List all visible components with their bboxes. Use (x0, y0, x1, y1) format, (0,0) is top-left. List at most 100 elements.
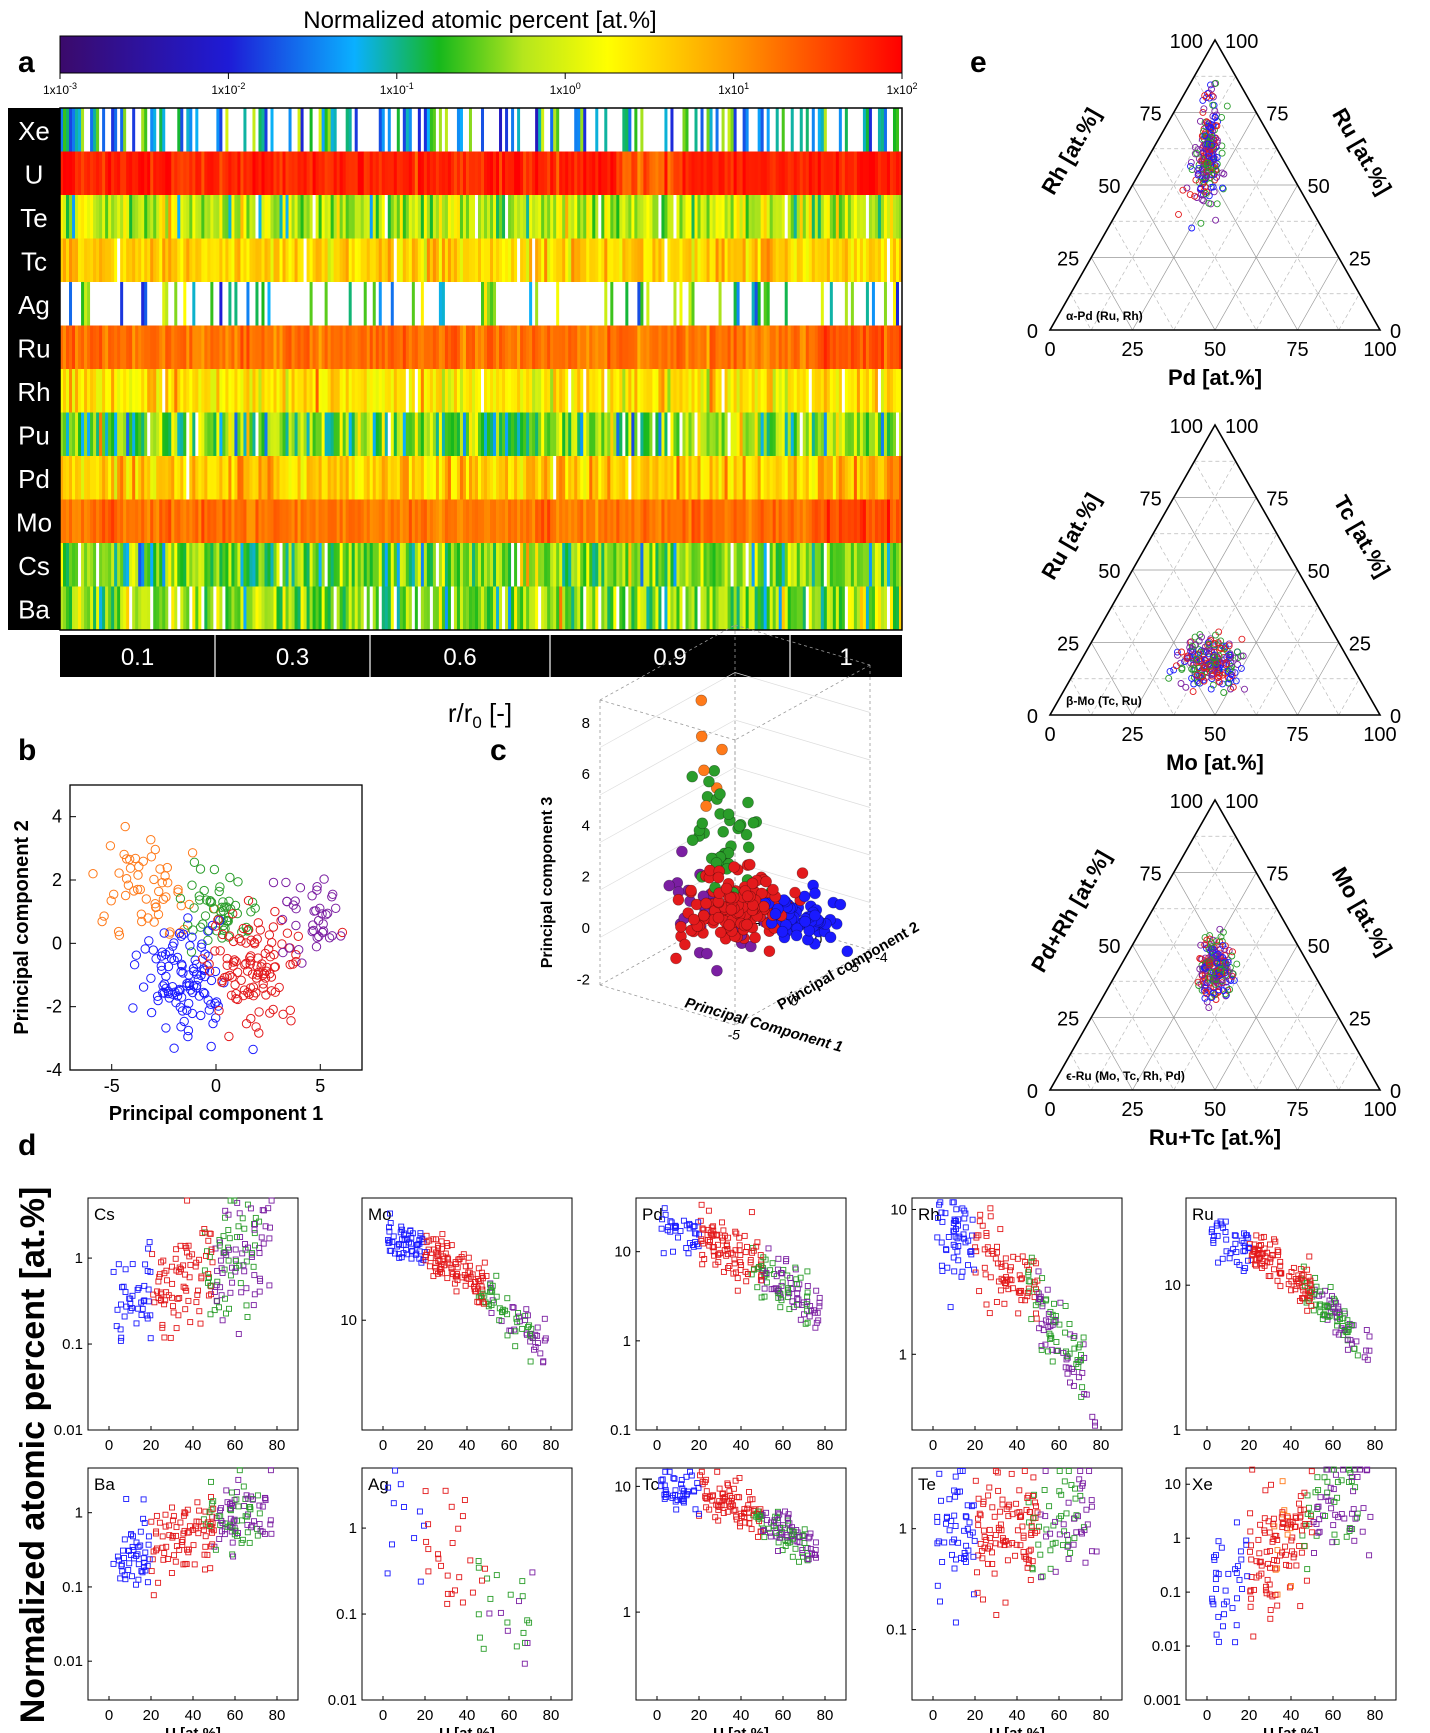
heatmap-cell (511, 151, 515, 195)
heatmap-cell (156, 108, 160, 152)
heatmap-cell (778, 195, 783, 239)
heatmap-cell (360, 412, 365, 456)
heatmap-cell (610, 586, 614, 630)
heatmap-cell (252, 456, 256, 500)
heatmap-cell (243, 412, 247, 456)
ternary-point (1216, 925, 1224, 933)
heatmap-cell (490, 108, 494, 152)
heatmap-cell (321, 456, 326, 500)
heatmap-cell (790, 586, 795, 630)
heatmap-cell (559, 325, 563, 369)
heatmap-cell (769, 325, 774, 369)
heatmap-cell (613, 369, 617, 413)
heatmap-cell (384, 195, 389, 239)
heatmap-cell (306, 412, 310, 456)
heatmap-cell (174, 151, 178, 195)
pca2d-point (149, 874, 159, 885)
heatmap-cell (721, 456, 725, 500)
ternary-point (1188, 674, 1196, 682)
heatmap-cell (363, 151, 368, 195)
heatmap-cell (838, 456, 843, 500)
radial-section-label: 0.6 (443, 644, 476, 671)
heatmap-cell (153, 151, 157, 195)
heatmap-cell (511, 108, 515, 152)
heatmap-cell (574, 369, 578, 413)
pca3d-point (790, 929, 803, 942)
heatmap-cell (481, 151, 485, 195)
heatmap-cell (369, 238, 374, 282)
heatmap-cell (580, 195, 584, 239)
heatmap-cell (838, 543, 843, 587)
heatmap-cell (369, 195, 374, 239)
heatmap-cell (450, 456, 455, 500)
heatmap-cell (520, 369, 524, 413)
heatmap-cell (84, 456, 88, 500)
heatmap-cell (216, 369, 220, 413)
heatmap-cell (787, 499, 792, 543)
heatmap-cell (135, 543, 139, 587)
heatmap-cell (601, 586, 605, 630)
heatmap-cell (381, 325, 386, 369)
heatmap-cell (408, 543, 413, 587)
ternary-right-tick: 100 (1225, 791, 1258, 813)
heatmap-cell (123, 238, 127, 282)
heatmap-cell (180, 325, 184, 369)
heatmap-cell (898, 282, 903, 326)
ternary-point (1212, 162, 1220, 170)
heatmap-cell (829, 499, 834, 543)
heatmap-cell (616, 238, 620, 282)
heatmap-cell (297, 325, 301, 369)
ternary-point (1200, 105, 1208, 113)
heatmap-cell (508, 282, 512, 326)
heatmap-cell (468, 325, 473, 369)
heatmap-cell (592, 586, 596, 630)
heatmap-cell (559, 543, 563, 587)
heatmap-cell (363, 412, 368, 456)
heatmap-cell (709, 543, 713, 587)
heatmap-cell (766, 195, 771, 239)
heatmap-cell (363, 325, 368, 369)
heatmap-cell (736, 586, 741, 630)
heatmap-cell (351, 369, 356, 413)
heatmap-cell (523, 151, 527, 195)
heatmap-cell (150, 499, 154, 543)
panel-label-c: c (490, 734, 507, 767)
heatmap-cell (724, 456, 728, 500)
heatmap-cell (246, 195, 250, 239)
pca2d-point (199, 885, 209, 896)
heatmap-cell (550, 195, 554, 239)
heatmap-cell (459, 325, 464, 369)
heatmap-cell (114, 369, 118, 413)
pca2d-xtick-label: -5 (104, 1076, 120, 1096)
heatmap-cell (243, 238, 247, 282)
scatter-point (251, 1291, 258, 1298)
ternary-point (1205, 645, 1213, 653)
heatmap-cell (724, 325, 728, 369)
heatmap-cell (318, 369, 323, 413)
heatmap-cell (562, 543, 566, 587)
heatmap-cell (757, 586, 762, 630)
heatmap-cell (201, 325, 205, 369)
heatmap-cell (141, 456, 145, 500)
heatmap-cell (631, 412, 635, 456)
heatmap-cell (523, 369, 527, 413)
heatmap-cell (120, 151, 124, 195)
heatmap-cell (123, 499, 127, 543)
heatmap-cell (601, 456, 605, 500)
heatmap-cell (69, 412, 73, 456)
heatmap-cell (535, 195, 539, 239)
heatmap-cell (514, 369, 518, 413)
heatmap-cell (231, 282, 235, 326)
heatmap-cell (811, 282, 816, 326)
heatmap-cell (622, 325, 626, 369)
heatmap-cell (682, 369, 686, 413)
heatmap-cell (189, 325, 193, 369)
heatmap-cell (502, 456, 506, 500)
heatmap-cell (547, 238, 551, 282)
heatmap-cell (565, 282, 569, 326)
heatmap-cell (102, 499, 106, 543)
heatmap-cell (880, 412, 885, 456)
heatmap-cell (730, 282, 734, 326)
pca2d-point (136, 909, 147, 919)
heatmap-cell (180, 238, 184, 282)
